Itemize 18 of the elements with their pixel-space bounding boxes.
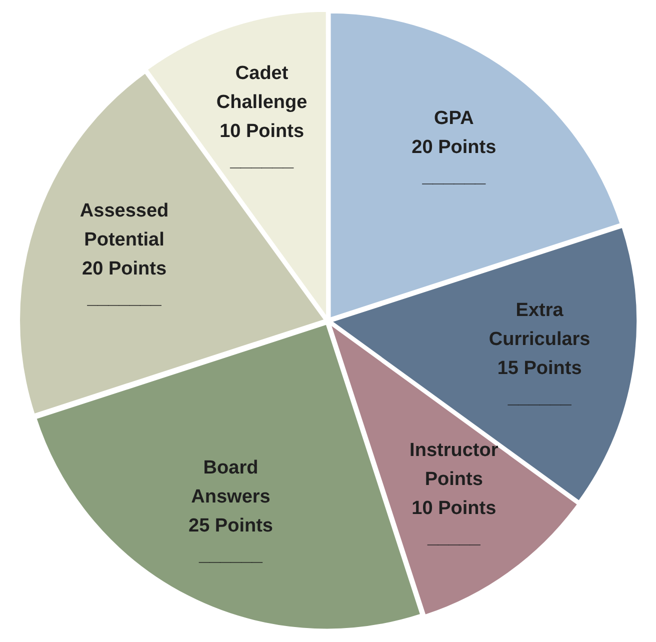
data-label: 25 Points — [188, 516, 273, 537]
slice-label: Cadet Challenge — [216, 63, 308, 114]
text: ______ — [230, 150, 294, 172]
data-label: 10 Points — [412, 498, 496, 520]
data-label: 15 Points — [497, 358, 582, 380]
slice-label: GPA — [434, 108, 474, 129]
data-label: 10 Points — [220, 121, 304, 142]
text: _______ — [87, 288, 162, 309]
text: ______ — [422, 166, 486, 187]
data-label: 20 Points — [82, 258, 167, 280]
slice-label: Board Answers — [191, 458, 270, 508]
text: ______ — [508, 387, 572, 408]
data-label: 20 Points — [412, 136, 496, 158]
slice-label: Assessed Potential — [80, 200, 169, 251]
slice-label: Instructor Points — [410, 440, 499, 490]
slice-label: Extra Curriculars — [488, 300, 590, 350]
text: _____ — [427, 527, 480, 548]
text: ______ — [199, 544, 262, 566]
